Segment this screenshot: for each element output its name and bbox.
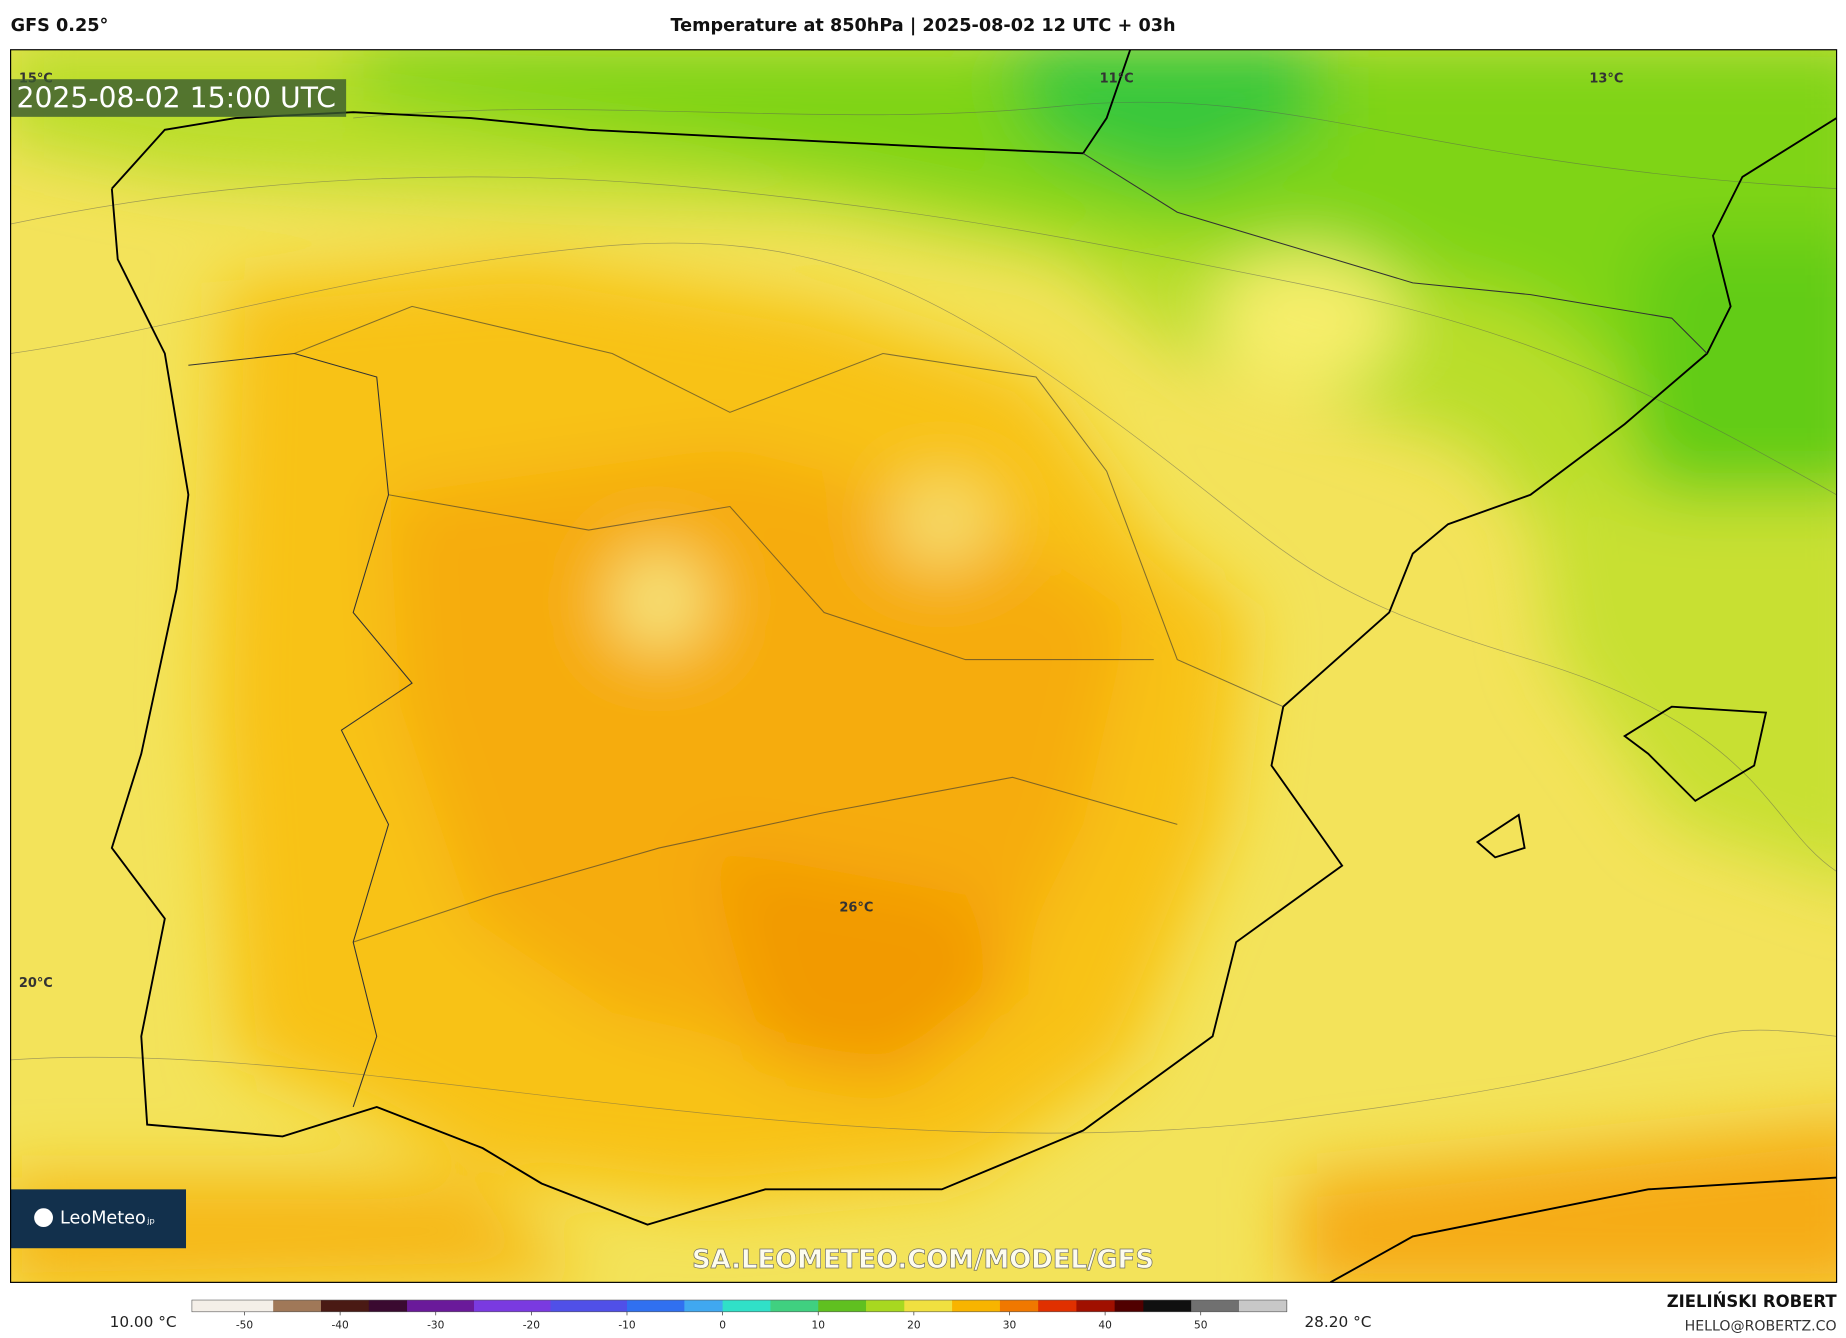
colorbar-segment xyxy=(550,1300,628,1312)
colorbar-segment xyxy=(1238,1300,1288,1312)
colorbar-min: 10.00 °C xyxy=(110,1313,177,1331)
contour-label: 20°C xyxy=(19,976,53,991)
colorbar-tick-label: -40 xyxy=(331,1319,349,1331)
colorbar-segment xyxy=(473,1300,552,1312)
colorbar-tick-label: -20 xyxy=(523,1319,541,1331)
watermark: SA.LEOMETEO.COM/MODEL/GFS xyxy=(692,1245,1154,1275)
colorbar-tick-label: 30 xyxy=(1003,1319,1017,1331)
colorbar-segment xyxy=(191,1300,274,1312)
colorbar-tick-label: -50 xyxy=(236,1319,254,1331)
timestamp-box xyxy=(10,79,347,117)
colorbar-segment xyxy=(407,1300,475,1312)
map-title: Temperature at 850hPa | 2025-08-02 12 UT… xyxy=(670,16,1175,36)
borders xyxy=(188,152,1708,1108)
colorbar-tick-label: 0 xyxy=(719,1319,726,1331)
map: 15°C 11°C 13°C 20°C 26°C 2025-08-02 15:0… xyxy=(10,49,1837,1283)
colorbar-tick-label: -30 xyxy=(427,1319,445,1331)
colorbar-segment xyxy=(320,1300,370,1312)
colorbar-tick-label: 10 xyxy=(811,1319,825,1331)
colorbar-segment xyxy=(952,1300,1001,1312)
contact: HELLO@ROBERTZ.CO xyxy=(1685,1319,1837,1335)
colorbar-segment xyxy=(1143,1300,1192,1312)
colorbar-segment xyxy=(904,1300,953,1312)
colorbar-tick-label: 40 xyxy=(1098,1319,1112,1331)
colorbar-segment xyxy=(273,1300,322,1312)
colorbar-segment xyxy=(866,1300,905,1312)
colorbar-segment xyxy=(1076,1300,1116,1312)
contour-label: 26°C xyxy=(839,901,873,916)
colorbar-max: 28.20 °C xyxy=(1304,1313,1371,1331)
colorbar-segment xyxy=(1038,1300,1078,1312)
map-frame xyxy=(10,49,1838,1283)
colorbar-segment xyxy=(770,1300,819,1312)
colorbar-segment xyxy=(684,1300,724,1312)
logo-text: LeoMeteo xyxy=(60,1209,146,1229)
colorbar-segment xyxy=(999,1300,1039,1312)
model-label: GFS 0.25° xyxy=(11,16,109,36)
colorbar-tick-label: -10 xyxy=(618,1319,636,1331)
colorbar-segment xyxy=(818,1300,867,1312)
timestamp: 2025-08-02 15:00 UTC xyxy=(16,81,336,114)
colorbar-tick-label: 20 xyxy=(907,1319,921,1331)
colorbar-tick-label: 50 xyxy=(1194,1319,1208,1331)
logo-suffix: jp xyxy=(146,1216,155,1226)
coastlines xyxy=(110,49,1837,1283)
colorbar-outline xyxy=(191,1299,1288,1313)
logo-sun xyxy=(34,1208,53,1228)
colorbar-segment xyxy=(1114,1300,1144,1312)
colorbar-segment xyxy=(1191,1300,1240,1312)
colorbar: -50 -40 -30 -20 -10 0 10 20 30 40 50 xyxy=(191,1299,1288,1331)
colorbar-segment xyxy=(626,1300,685,1312)
colorbar-segment xyxy=(722,1300,772,1312)
contour-label: 11°C xyxy=(1100,72,1134,87)
contour-label: 13°C xyxy=(1589,72,1623,87)
author: ZIELIŃSKI ROBERT xyxy=(1667,1292,1838,1311)
colorbar-segment xyxy=(368,1300,408,1312)
